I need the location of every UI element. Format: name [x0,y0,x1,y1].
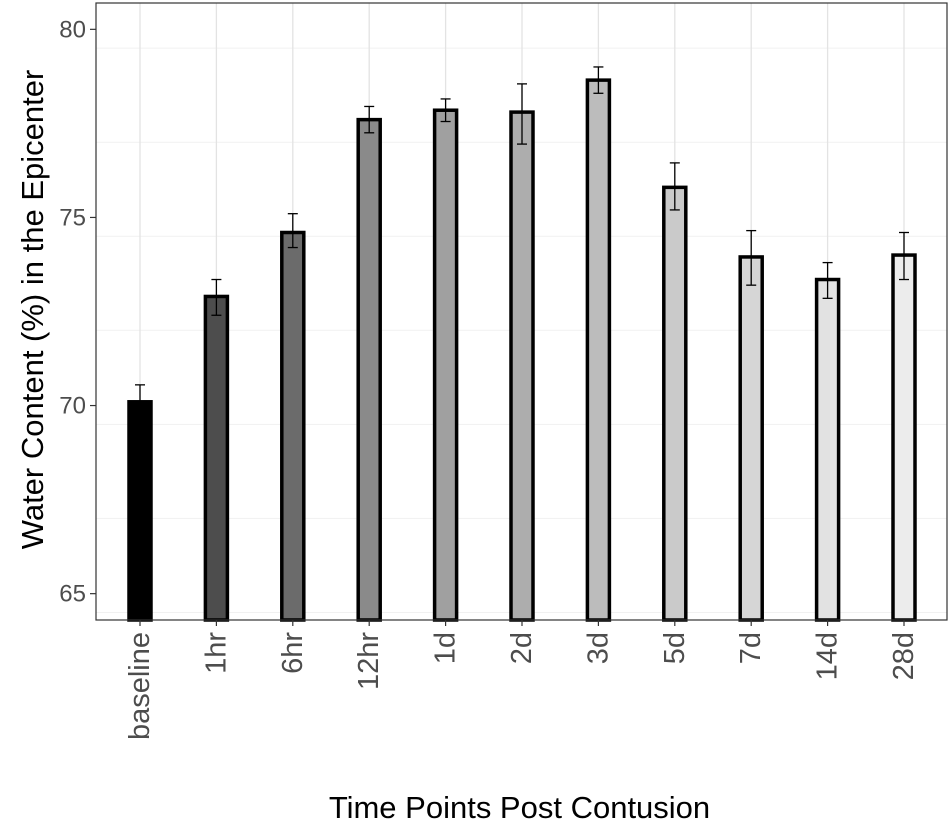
bar-28d [891,253,917,622]
bar-14d [814,277,841,622]
error-bar-5d [669,162,680,211]
x-tick-label: 5d [659,632,691,664]
error-bar-1hr [211,278,222,316]
error-bar-3d [593,66,604,94]
y-tick-label: 65 [59,581,86,608]
axes: 65 70 75 80 baseline 1hr 6hr 12hr 1d 2d 3d 5d 7d 14d 2… [59,16,920,740]
error-bar-28d [899,231,909,281]
x-axis-title: Time Points Post Contusion [329,790,710,822]
x-tick-label: 3d [582,632,614,664]
x-tick-label: baseline [124,632,156,740]
bar-3d [585,78,612,622]
error-bar-baseline [135,384,145,403]
x-tick-label: 6hr [277,632,309,674]
bar-baseline [127,400,153,622]
bar-2d [509,110,535,622]
x-tick-label: 1hr [200,632,232,674]
bar-1hr [203,294,230,622]
error-bar-14d [822,261,833,299]
y-axis-title: Water Content (%) in the Epicenter [15,70,50,550]
y-tick-label: 70 [59,393,86,420]
error-bar-7d [746,229,757,286]
error-bar-1d [440,98,451,123]
y-tick-label: 80 [59,16,86,43]
bar-6hr [280,230,306,622]
x-tick-label: 7d [735,632,767,664]
error-bar-6hr [287,213,298,249]
bar-1d [432,108,459,622]
x-tick-label: 12hr [353,632,385,690]
bar-12hr [356,117,382,622]
error-bar-12hr [364,105,375,134]
y-tick-label: 75 [59,204,86,231]
x-tick-label: 2d [506,632,538,664]
bar-5d [662,185,688,622]
x-tick-label: 1d [430,632,462,664]
error-bar-2d [517,83,527,145]
error-bars [135,66,909,403]
bar-7d [738,255,764,622]
x-tick-label: 14d [812,632,844,680]
x-tick-label: 28d [888,632,920,680]
